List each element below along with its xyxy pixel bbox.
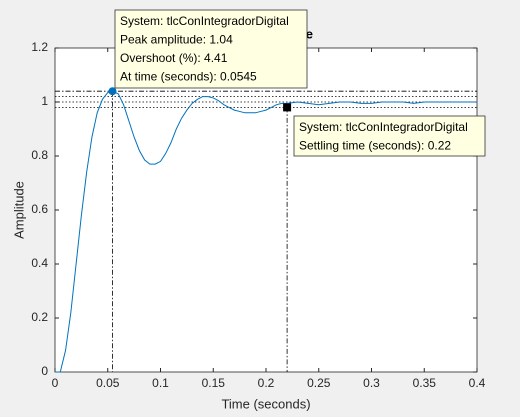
x-tick-label: 0.4 xyxy=(469,376,486,390)
x-tick-label: 0 xyxy=(52,376,59,390)
y-tick-label: 1.2 xyxy=(31,40,48,54)
x-tick-label: 0.15 xyxy=(202,376,226,390)
y-tick-label: 0.6 xyxy=(31,202,48,216)
datatip: System: tlcConIntegradorDigital Settling … xyxy=(293,115,486,157)
datatip-text: System: tlcConIntegradorDigital xyxy=(120,14,289,28)
datatip-box xyxy=(293,115,486,157)
datatip-marker xyxy=(108,87,117,96)
x-tick-label: 0.1 xyxy=(152,376,169,390)
x-tick-label: 0.35 xyxy=(413,376,437,390)
y-tick-label: 1 xyxy=(41,94,48,108)
y-tick-label: 0.4 xyxy=(31,256,48,270)
y-tick-label: 0.8 xyxy=(31,148,48,162)
x-tick-label: 0.25 xyxy=(307,376,331,390)
datatip: System: tlcConIntegradorDigital Peak ampl… xyxy=(114,9,308,89)
datatip-text: Peak amplitude: 1.04 xyxy=(120,33,233,47)
x-axis-label: Time (seconds) xyxy=(221,396,310,411)
datatip-marker xyxy=(283,103,292,112)
x-tick-label: 0.3 xyxy=(363,376,380,390)
datatip-text: At time (seconds): 0.0545 xyxy=(120,70,257,84)
datatip-text: Settling time (seconds): 0.22 xyxy=(299,139,451,153)
datatip-box xyxy=(114,9,308,89)
x-tick-label: 0.2 xyxy=(258,376,275,390)
x-tick-label: 0.05 xyxy=(96,376,120,390)
line xyxy=(55,90,477,373)
y-tick-label: 0 xyxy=(41,364,48,378)
y-axis-label: Amplitude xyxy=(11,181,26,239)
datatip-text: System: tlcConIntegradorDigital xyxy=(299,120,468,134)
y-tick-label: 0.2 xyxy=(31,310,48,324)
datatip-text: Overshoot (%): 4.41 xyxy=(120,51,228,65)
